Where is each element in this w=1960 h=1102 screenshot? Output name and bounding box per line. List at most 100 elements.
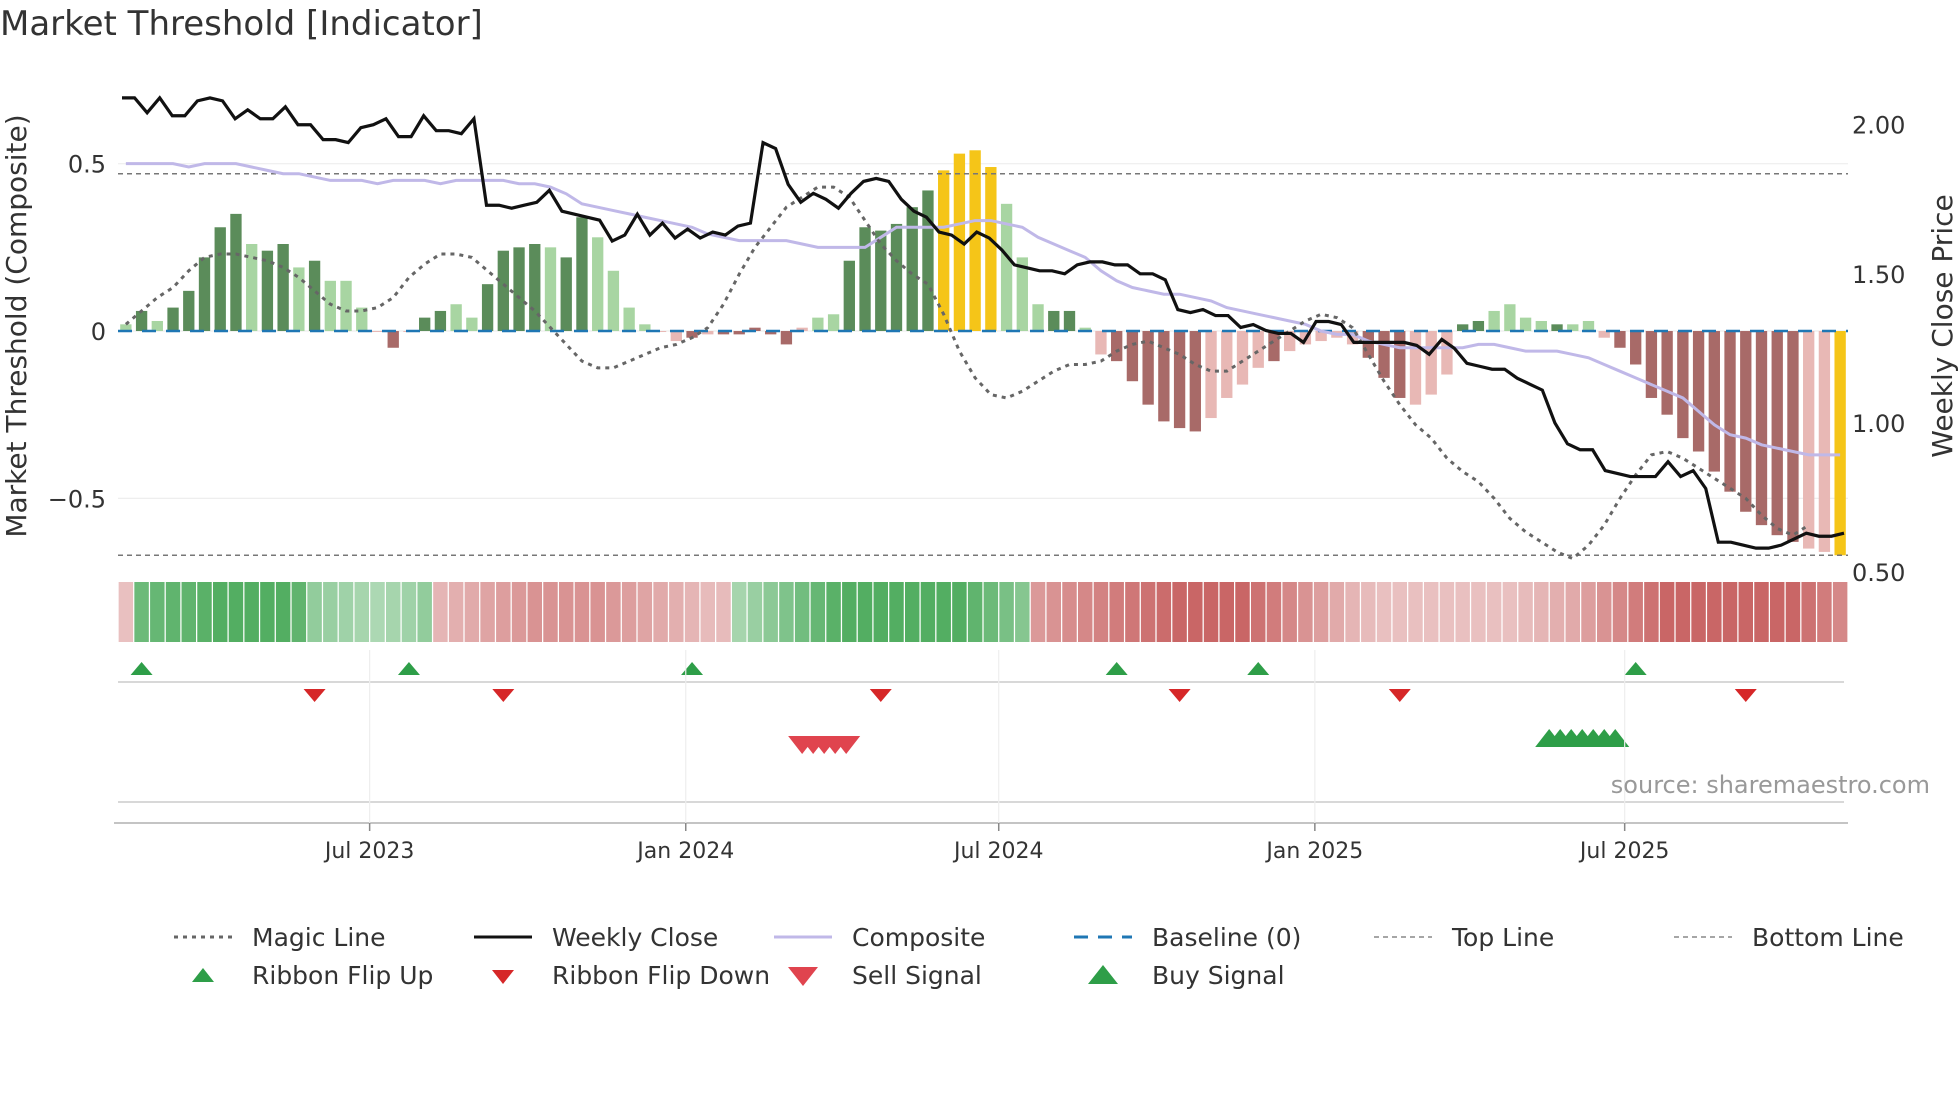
- composite-bar: [277, 244, 289, 332]
- ribbon-cell: [779, 582, 794, 642]
- ribbon-cell: [543, 582, 558, 642]
- composite-bar: [1409, 331, 1422, 405]
- x-tick-label: Jul 2024: [952, 839, 1044, 864]
- ribbon-cell: [842, 582, 857, 642]
- composite-bar: [938, 170, 950, 332]
- ribbon-cell: [1109, 582, 1124, 642]
- ribbon-cell: [999, 582, 1014, 642]
- ribbon-cell: [1596, 582, 1612, 642]
- composite-bar: [497, 250, 509, 332]
- ribbon-cell: [181, 582, 197, 642]
- ribbon-cell: [873, 582, 889, 642]
- ribbon-cell: [1250, 582, 1266, 642]
- ribbon-cell: [464, 582, 480, 642]
- ribbon-cell: [1644, 582, 1659, 642]
- ribbon-flip-down-marker: [869, 689, 892, 702]
- ribbon-cell: [1707, 582, 1722, 642]
- legend-label: Weekly Close: [552, 922, 719, 952]
- composite-bar: [230, 213, 242, 332]
- composite-bar: [922, 190, 934, 332]
- ribbon-cell: [291, 582, 307, 642]
- legend-item: Baseline (0): [1070, 920, 1301, 954]
- composite-line: [125, 162, 1841, 457]
- composite-bar: [544, 247, 557, 332]
- ribbon-cell: [1313, 582, 1329, 642]
- ribbon-cell: [1361, 582, 1376, 642]
- ribbon-cell: [417, 582, 432, 642]
- composite-bar: [293, 267, 305, 332]
- composite-bar: [1346, 331, 1359, 345]
- ribbon-cell: [1062, 582, 1077, 642]
- legend-label: Composite: [852, 922, 986, 952]
- ribbon-cell: [1077, 582, 1093, 642]
- triangle-down-red-large-icon: [788, 967, 818, 986]
- legend: Magic Line Weekly Close Composite Baseline …: [170, 920, 1930, 1010]
- ribbon-cell: [731, 582, 747, 642]
- ribbon-cell: [1628, 582, 1643, 642]
- ribbon-cell: [637, 582, 653, 642]
- composite-bar: [906, 207, 918, 332]
- ribbon-cell: [653, 582, 668, 642]
- composite-bar: [812, 317, 824, 332]
- legend-item: Ribbon Flip Down: [470, 958, 770, 992]
- ribbon-cell: [1156, 582, 1172, 642]
- legend-item: Sell Signal: [770, 958, 982, 992]
- ribbon-cell: [1549, 582, 1565, 642]
- composite-bar: [1614, 331, 1626, 348]
- composite-bar: [1803, 331, 1815, 549]
- composite-bar: [466, 317, 478, 332]
- composite-bar: [1567, 324, 1579, 332]
- ribbon-cell: [1785, 582, 1801, 642]
- y-tick-label-right: 2.00: [1852, 112, 1905, 140]
- ribbon-cell: [480, 582, 495, 642]
- composite-bar: [1519, 317, 1532, 332]
- composite-bar: [1598, 331, 1610, 338]
- composite-bar: [654, 331, 667, 333]
- composite-bar: [1724, 331, 1736, 492]
- composite-bar: [1315, 331, 1327, 342]
- composite-bar: [1362, 331, 1374, 358]
- ribbon-cell: [244, 582, 259, 642]
- ribbon-cell: [621, 582, 637, 642]
- ribbon-cell: [150, 582, 165, 642]
- legend-label: Buy Signal: [1152, 960, 1285, 990]
- ribbon-cell: [1659, 582, 1675, 642]
- composite-bar: [151, 320, 163, 332]
- ribbon-cell: [1030, 582, 1046, 642]
- composite-bar: [1441, 331, 1453, 375]
- ribbon-cell: [212, 582, 228, 642]
- composite-bar: [1284, 331, 1296, 352]
- composite-bar: [1472, 320, 1485, 332]
- ribbon-cell: [1376, 582, 1392, 642]
- composite-bar: [1142, 331, 1154, 405]
- legend-label: Ribbon Flip Up: [252, 960, 434, 990]
- ribbon-cell: [1282, 582, 1297, 642]
- ribbon-cell: [1817, 582, 1832, 642]
- y-tick-label-left: 0.5: [68, 151, 106, 179]
- ribbon-cell: [794, 582, 810, 642]
- composite-bar: [1205, 331, 1217, 419]
- ribbon-cell: [496, 582, 511, 642]
- y-tick-label-right: 1.00: [1852, 410, 1905, 438]
- composite-bar: [749, 327, 761, 332]
- ribbon-cell: [889, 582, 904, 642]
- ribbon-cell: [1691, 582, 1706, 642]
- composite-bar: [135, 310, 148, 332]
- composite-bar: [340, 280, 352, 332]
- ribbon-cell: [1722, 582, 1738, 642]
- composite-bar: [1787, 331, 1799, 542]
- ribbon-cell: [527, 582, 543, 642]
- composite-bar: [1771, 331, 1783, 536]
- legend-item: Composite: [770, 920, 985, 954]
- ribbon-cell: [1754, 582, 1769, 642]
- ribbon-cell: [716, 582, 731, 642]
- composite-bar: [1236, 331, 1249, 385]
- ribbon-flip-up-marker: [681, 662, 704, 675]
- y-tick-label-left: −0.5: [48, 485, 106, 513]
- ribbon-cell: [448, 582, 464, 642]
- composite-bar: [1126, 331, 1139, 382]
- weekly-close-line: [122, 95, 1845, 550]
- composite-bar: [1692, 331, 1705, 452]
- x-tick-label: Jul 2023: [323, 839, 415, 864]
- y-tick-label-right: 1.50: [1852, 261, 1905, 289]
